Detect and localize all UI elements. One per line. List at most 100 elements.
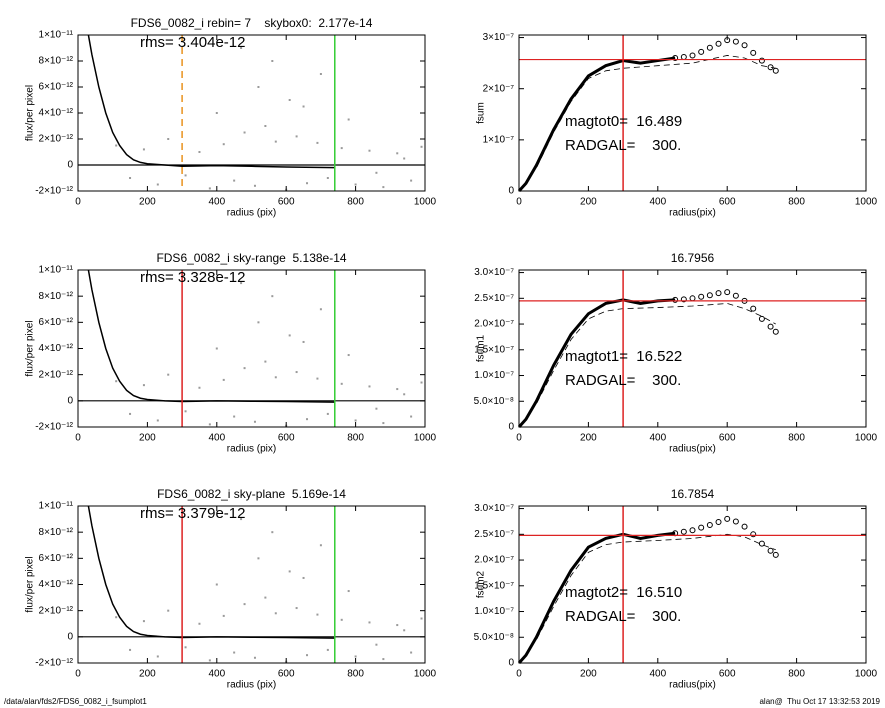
dot xyxy=(233,415,236,418)
dot xyxy=(403,393,406,396)
x-tick-label: 1000 xyxy=(414,197,437,208)
dot xyxy=(129,177,132,179)
y-tick-label: 1.0×10⁻⁷ xyxy=(474,370,514,381)
dot xyxy=(222,378,225,381)
y-tick-label: -2×10⁻¹² xyxy=(35,658,73,669)
y-tick-label: 3×10⁻⁷ xyxy=(483,32,515,43)
dot xyxy=(215,347,218,350)
dot xyxy=(156,655,159,658)
profile-line xyxy=(87,269,335,403)
y-tick-label: 2×10⁻¹² xyxy=(39,134,74,145)
dot xyxy=(316,613,319,616)
plot-frame xyxy=(77,269,426,428)
x-axis-label: radius (pix) xyxy=(227,444,276,455)
x-tick-label: 1000 xyxy=(855,669,878,680)
y-tick-label: 5.0×10⁻⁸ xyxy=(474,396,514,407)
x-tick-label: 800 xyxy=(788,197,805,208)
dot xyxy=(129,648,132,651)
marker xyxy=(767,323,774,330)
dot xyxy=(142,384,145,387)
dot xyxy=(340,618,343,621)
dot xyxy=(420,145,423,148)
dot xyxy=(396,152,399,155)
y-tick-label: 6×10⁻¹² xyxy=(39,317,74,328)
y-axis-label: flux/per pixel xyxy=(25,320,36,376)
dot xyxy=(257,557,260,560)
dot xyxy=(274,376,277,379)
annotation: rms= 3.328e-12 xyxy=(140,269,245,286)
marker xyxy=(741,42,748,49)
y-tick-label: 1×10⁻¹¹ xyxy=(39,30,74,41)
dot xyxy=(319,73,322,75)
y-tick-label: 4×10⁻¹² xyxy=(39,343,74,354)
dot xyxy=(354,419,357,422)
y-tick-label: 2×10⁻¹² xyxy=(39,369,74,380)
plot-frame xyxy=(518,34,867,192)
y-tick-label: 0 xyxy=(508,186,514,197)
x-tick-label: 600 xyxy=(719,197,736,208)
y-tick-label: 1.5×10⁻⁷ xyxy=(474,580,514,591)
marker xyxy=(772,328,779,335)
x-tick-label: 600 xyxy=(278,197,295,208)
dot xyxy=(375,171,378,174)
y-tick-label: 6×10⁻¹² xyxy=(39,82,74,93)
x-tick-label: 1000 xyxy=(855,433,878,444)
y-tick-label: 2.0×10⁻⁷ xyxy=(474,555,514,566)
chart-title: FDS6_0082_i sky-range 5.138e-14 xyxy=(156,251,346,265)
marker xyxy=(767,547,774,554)
dot xyxy=(208,423,211,426)
dot xyxy=(354,183,357,186)
dot xyxy=(288,570,291,573)
y-axis-label: flux/per pixel xyxy=(25,556,36,612)
dot xyxy=(375,643,378,646)
footer-stamp: alan@ Thu Oct 17 13:32:53 2019 xyxy=(759,697,880,706)
dot xyxy=(115,616,118,619)
marker xyxy=(772,551,779,558)
dot xyxy=(347,354,350,357)
dot xyxy=(396,624,399,627)
x-tick-label: 0 xyxy=(516,197,522,208)
y-tick-label: 0 xyxy=(67,631,73,642)
x-tick-label: 0 xyxy=(75,197,81,208)
dot xyxy=(198,386,201,389)
dot xyxy=(264,360,267,363)
x-tick-label: 400 xyxy=(208,669,225,680)
marker xyxy=(680,53,687,60)
x-tick-label: 800 xyxy=(788,433,805,444)
dot xyxy=(319,544,322,547)
y-tick-label: 2.0×10⁻⁷ xyxy=(474,319,514,330)
marker xyxy=(689,295,696,302)
x-tick-label: 600 xyxy=(278,669,295,680)
y-tick-label: -2×10⁻¹² xyxy=(35,422,73,433)
dot xyxy=(340,147,343,150)
y-tick-label: 1×10⁻¹¹ xyxy=(39,265,74,276)
dot xyxy=(271,60,274,62)
profile-line xyxy=(87,505,335,639)
dot xyxy=(253,656,256,659)
x-tick-label: 400 xyxy=(649,197,666,208)
x-tick-label: 600 xyxy=(278,433,295,444)
plot-frame xyxy=(77,505,426,664)
dot xyxy=(264,125,267,127)
dot xyxy=(240,282,243,285)
dot xyxy=(129,412,132,415)
x-tick-label: 0 xyxy=(516,433,522,444)
y-tick-label: 2×10⁻¹² xyxy=(39,605,74,616)
dot xyxy=(243,603,246,606)
dot xyxy=(410,415,413,418)
dot xyxy=(243,367,246,370)
profile-line xyxy=(517,56,676,193)
marker xyxy=(750,305,757,312)
dot xyxy=(253,420,256,423)
dot xyxy=(167,373,170,376)
x-axis-label: radius(pix) xyxy=(669,444,716,455)
y-tick-label: 1.0×10⁻⁷ xyxy=(474,606,514,617)
y-tick-label: 2.5×10⁻⁷ xyxy=(474,529,514,540)
dot xyxy=(240,47,243,49)
x-tick-label: 800 xyxy=(347,433,364,444)
marker xyxy=(767,64,774,71)
dot xyxy=(403,629,406,632)
dot xyxy=(306,418,309,421)
y-tick-label: 6×10⁻¹² xyxy=(39,553,74,564)
